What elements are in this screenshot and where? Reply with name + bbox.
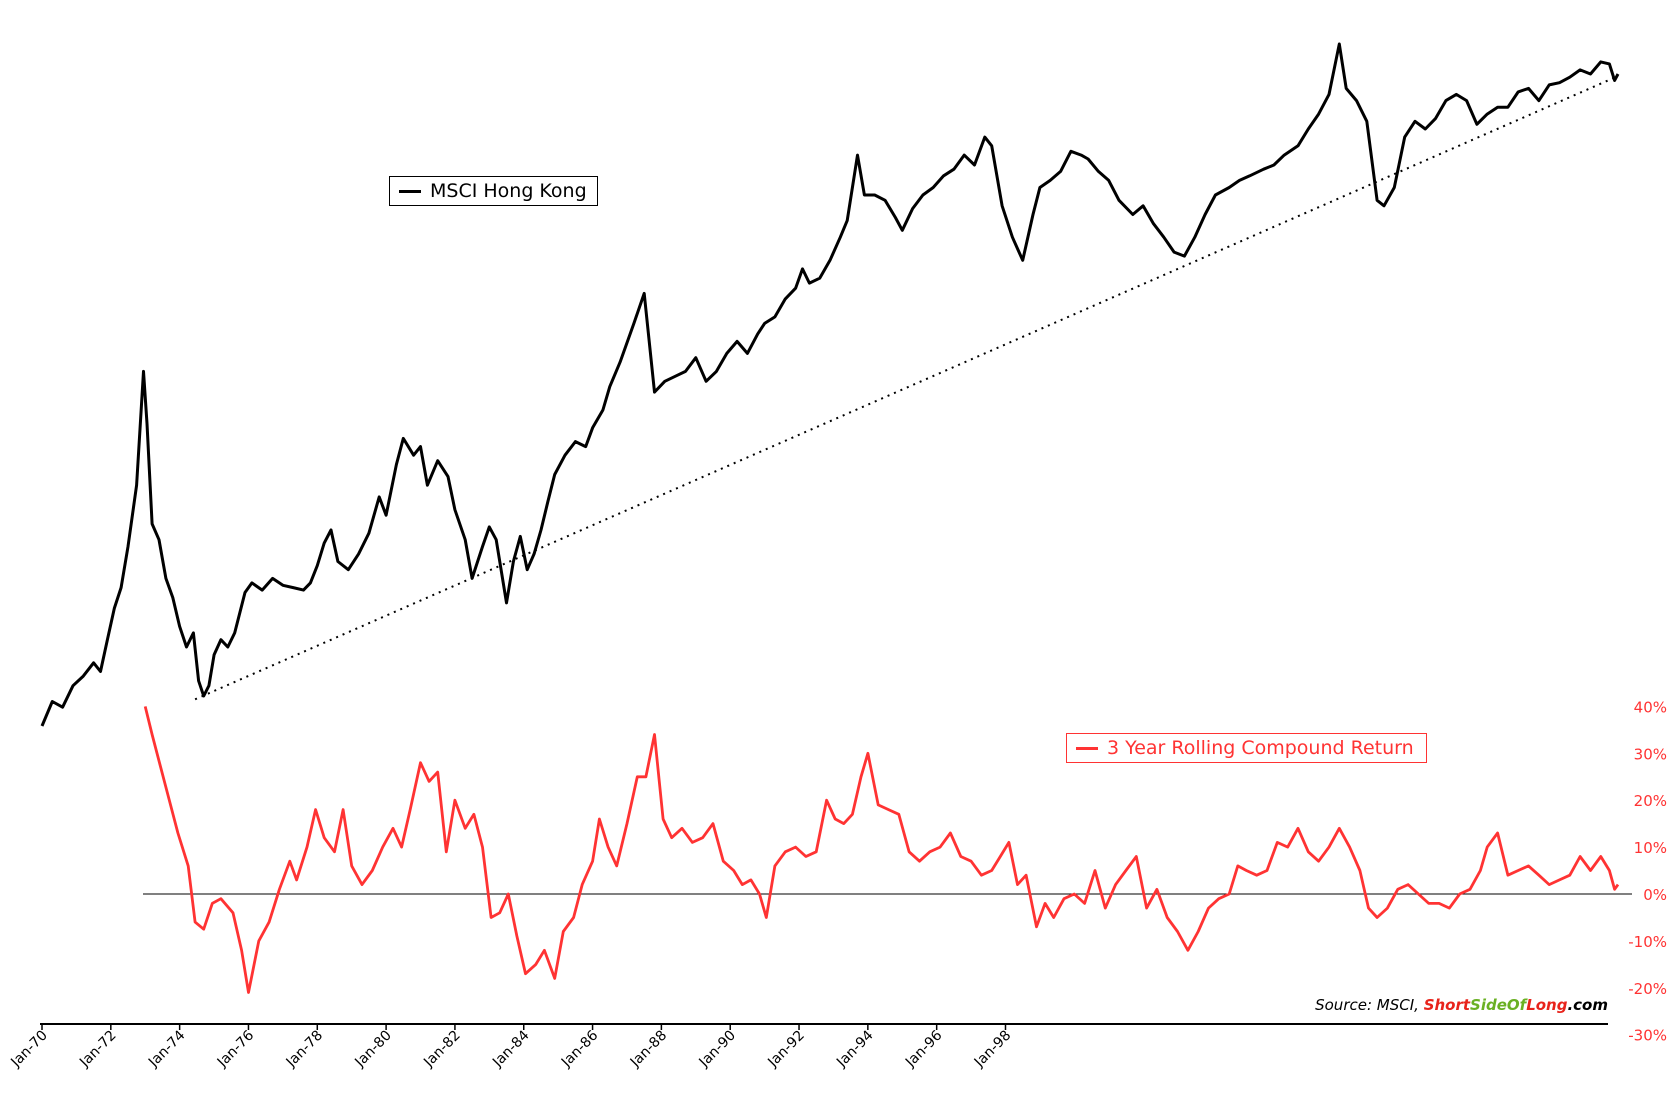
x-tick-label: Jan-86 (558, 1027, 602, 1071)
x-tick-label: Jan-92 (764, 1028, 807, 1071)
source-brand-short: Short (1423, 996, 1471, 1014)
source-brand-sideof: SideOf (1470, 996, 1527, 1014)
y-tick-label: 10% (1634, 839, 1667, 857)
y-tick-label: 20% (1634, 792, 1667, 810)
x-tick-label: Jan-84 (489, 1027, 533, 1071)
legend-swatch-red (1076, 746, 1098, 750)
3-year-rolling-compound-return-line (143, 706, 1620, 994)
source-prefix: Source: MSCI, (1315, 996, 1424, 1014)
x-tick-label: Jan-82 (420, 1028, 463, 1071)
source-brand-long: Long (1526, 996, 1568, 1014)
x-tick-label: Jan-74 (145, 1027, 189, 1071)
x-tick-label: Jan-88 (627, 1028, 670, 1071)
x-tick-label: Jan-80 (351, 1028, 394, 1071)
legend-3-year-rolling-return: 3 Year Rolling Compound Return (1066, 733, 1427, 763)
legend-msci-hong-kong: MSCI Hong Kong (389, 176, 598, 206)
rolling-return-panel (143, 706, 1632, 994)
x-tick-label: Jan-98 (971, 1028, 1014, 1071)
legend-swatch-black (399, 189, 421, 193)
x-tick-label: Jan-94 (833, 1027, 877, 1071)
x-tick-label: Jan-96 (902, 1027, 946, 1071)
x-tick-label: Jan-78 (283, 1028, 326, 1071)
y-tick-label: 40% (1634, 698, 1667, 716)
x-tick-label: Jan-70 (7, 1028, 50, 1071)
source-brand-suffix: .com (1567, 996, 1608, 1014)
x-axis: Jan-70 Jan-72 Jan-74 Jan-76 Jan-78 Jan-80 Jan-… (7, 1023, 1608, 1071)
x-tick-label: Jan-72 (76, 1028, 119, 1071)
trendline-dotted (194, 75, 1619, 701)
y-tick-label: -10% (1628, 933, 1667, 951)
y-tick-label: 30% (1634, 745, 1667, 763)
legend-label: MSCI Hong Kong (430, 180, 587, 202)
y-tick-label: -20% (1628, 980, 1667, 998)
x-tick-label: Jan-90 (696, 1028, 739, 1071)
source-note: Source: MSCI, ShortSideOfLong.com (1315, 996, 1608, 1014)
legend-label: 3 Year Rolling Compound Return (1107, 737, 1414, 759)
y-axis-right: 40% 30% 20% 10% 0% -10% -20% -30% (1628, 698, 1667, 1044)
y-tick-label: -30% (1628, 1027, 1667, 1045)
msci-hong-kong-line (40, 42, 1620, 727)
x-tick-label: Jan-76 (214, 1027, 258, 1071)
msci-hong-kong-panel (40, 42, 1620, 727)
y-tick-label: 0% (1643, 886, 1667, 904)
